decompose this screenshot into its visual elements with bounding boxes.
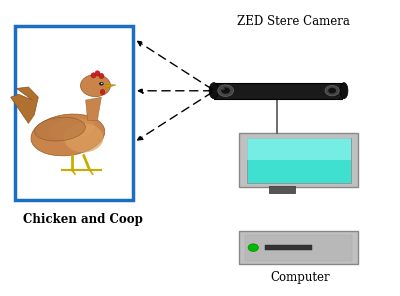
Circle shape [221, 87, 230, 94]
Ellipse shape [34, 117, 85, 141]
Bar [246, 139, 351, 184]
Polygon shape [86, 97, 101, 120]
Bar [15, 26, 133, 200]
Circle shape [248, 244, 258, 251]
Bar [214, 83, 342, 99]
Bar [246, 139, 351, 160]
Text: Chicken and Coop: Chicken and Coop [22, 213, 142, 226]
Polygon shape [105, 84, 116, 89]
Bar [265, 245, 312, 250]
Bar [245, 234, 352, 261]
Polygon shape [11, 87, 38, 123]
Ellipse shape [209, 83, 218, 99]
Bar [240, 231, 358, 264]
Ellipse shape [100, 89, 105, 94]
Ellipse shape [99, 73, 104, 78]
Circle shape [222, 88, 225, 90]
Ellipse shape [95, 71, 100, 76]
Ellipse shape [49, 118, 95, 140]
Bar [240, 133, 358, 187]
Circle shape [99, 82, 104, 86]
Circle shape [325, 86, 339, 96]
Circle shape [328, 88, 336, 94]
Ellipse shape [340, 83, 348, 99]
Bar [269, 186, 295, 193]
Ellipse shape [91, 73, 96, 78]
Ellipse shape [64, 123, 103, 152]
Text: ZED Stere Camera: ZED Stere Camera [238, 15, 350, 28]
Circle shape [80, 75, 110, 96]
Ellipse shape [31, 114, 105, 156]
Text: Computer: Computer [271, 271, 330, 284]
Circle shape [218, 85, 234, 96]
Circle shape [101, 83, 102, 84]
